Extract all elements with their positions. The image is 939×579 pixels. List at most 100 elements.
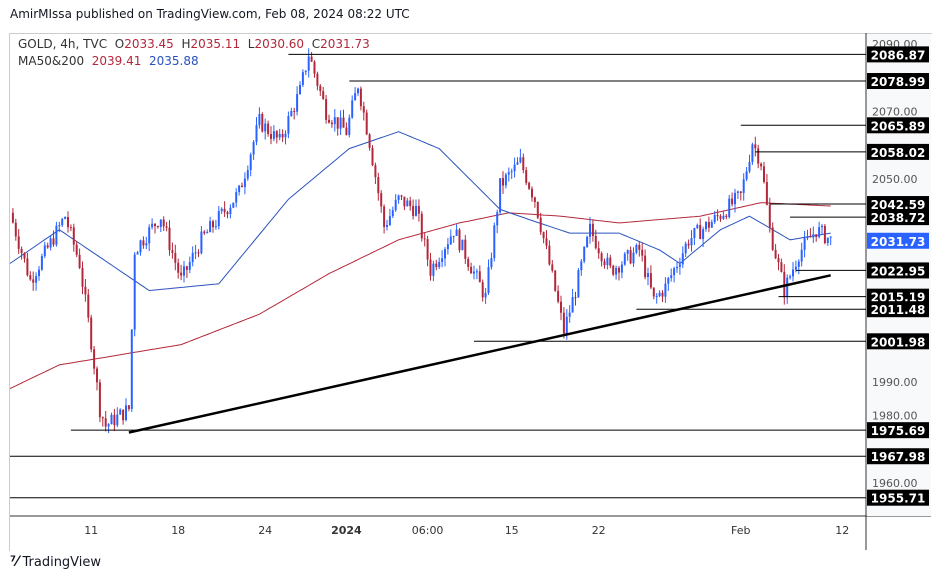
ma50-line — [9, 131, 831, 292]
candle-body — [226, 212, 229, 215]
candle-body — [139, 240, 142, 253]
close-label: C — [311, 37, 321, 51]
candle-body — [693, 228, 696, 239]
candle-body — [185, 266, 188, 270]
candle-body — [249, 154, 252, 171]
y-tick-label: 2070.00 — [872, 105, 918, 118]
candle-body — [626, 250, 629, 254]
candle-body — [635, 244, 638, 253]
candle-body — [354, 93, 357, 101]
candle-body — [336, 117, 339, 129]
candle-body — [777, 258, 780, 263]
level-label: 2065.89 — [871, 119, 926, 133]
candle-body — [29, 275, 32, 280]
high-label: H — [181, 37, 191, 51]
candle-body — [104, 418, 107, 427]
level-label-box — [867, 196, 929, 213]
low-value: 2030.60 — [254, 37, 305, 51]
candle-body — [20, 248, 23, 253]
symbol-label[interactable]: GOLD, 4h, TVC — [18, 37, 108, 51]
candle-body — [452, 235, 455, 237]
candle-body — [40, 256, 43, 270]
candle-body — [110, 414, 113, 425]
candle-body — [159, 219, 162, 227]
candle-body — [61, 218, 64, 226]
candle-body — [191, 252, 194, 263]
candle-body — [748, 162, 751, 172]
candle-body — [415, 206, 417, 216]
close-value: 2031.73 — [320, 37, 370, 51]
level-label: 2058.02 — [871, 146, 926, 160]
candle-body — [93, 349, 96, 369]
ma-label[interactable]: MA50&200 — [18, 54, 85, 68]
candle-body — [470, 266, 473, 274]
candle-body — [264, 123, 267, 132]
candle-body — [417, 206, 420, 214]
candle-body — [107, 424, 110, 427]
candle-body — [536, 201, 539, 218]
candle-body — [794, 266, 797, 270]
candle-body — [444, 249, 446, 259]
candle-body — [197, 252, 200, 254]
candle-body — [35, 276, 38, 283]
candle-body — [710, 222, 713, 228]
tv-logo-icon: ⁷⁄ — [10, 554, 19, 570]
candle-body — [359, 88, 362, 107]
candle-body — [673, 268, 676, 276]
candle-body — [583, 246, 586, 262]
candle-body — [620, 264, 623, 273]
candle-body — [423, 238, 426, 240]
candle-body — [330, 122, 333, 125]
candle-body — [261, 114, 264, 132]
candle-body — [17, 236, 20, 249]
level-label-box — [867, 333, 929, 350]
x-tick-label: 11 — [84, 524, 98, 537]
candle-body — [446, 244, 449, 250]
tradingview-logo[interactable]: ⁷⁄ TradingView — [10, 554, 101, 570]
level-label-box — [867, 301, 929, 318]
candle-body — [647, 273, 649, 278]
candle-body — [826, 237, 829, 244]
level-label-box — [867, 46, 929, 63]
candle-body — [655, 295, 658, 297]
candle-body — [26, 258, 29, 276]
candle-body — [391, 210, 394, 217]
candle-body — [43, 245, 46, 257]
x-tick-label: 2024 — [331, 524, 362, 537]
candle-body — [551, 264, 554, 271]
candle-body — [542, 232, 545, 239]
candle-body — [142, 240, 145, 246]
candle-body — [493, 225, 496, 259]
candle-body — [586, 236, 589, 247]
level-label: 2042.59 — [871, 198, 926, 212]
candle-body — [49, 238, 52, 248]
candle-body — [272, 131, 275, 139]
level-label: 1967.98 — [871, 450, 926, 464]
candle-body — [780, 262, 783, 272]
candle-body — [475, 271, 478, 273]
candle-body — [241, 185, 243, 188]
candle-body — [255, 125, 258, 142]
candle-body — [696, 225, 699, 229]
candle-body — [594, 235, 597, 249]
candle-body — [284, 133, 287, 138]
candle-body — [348, 117, 351, 135]
candle-body — [705, 221, 707, 230]
candle-body — [629, 250, 632, 264]
candle-body — [380, 193, 383, 207]
candle-body — [589, 223, 591, 237]
candle-body — [800, 249, 803, 262]
candle-body — [577, 270, 580, 298]
candle-body — [322, 91, 325, 100]
candle-body — [455, 229, 458, 236]
candle-body — [275, 131, 278, 138]
candle-body — [449, 236, 452, 245]
candle-body — [136, 252, 139, 255]
candle-body — [678, 264, 681, 268]
candle-body — [69, 227, 72, 229]
candle-body — [113, 414, 116, 426]
candle-body — [325, 99, 328, 120]
candle-body — [618, 267, 620, 273]
candle-body — [371, 147, 374, 166]
